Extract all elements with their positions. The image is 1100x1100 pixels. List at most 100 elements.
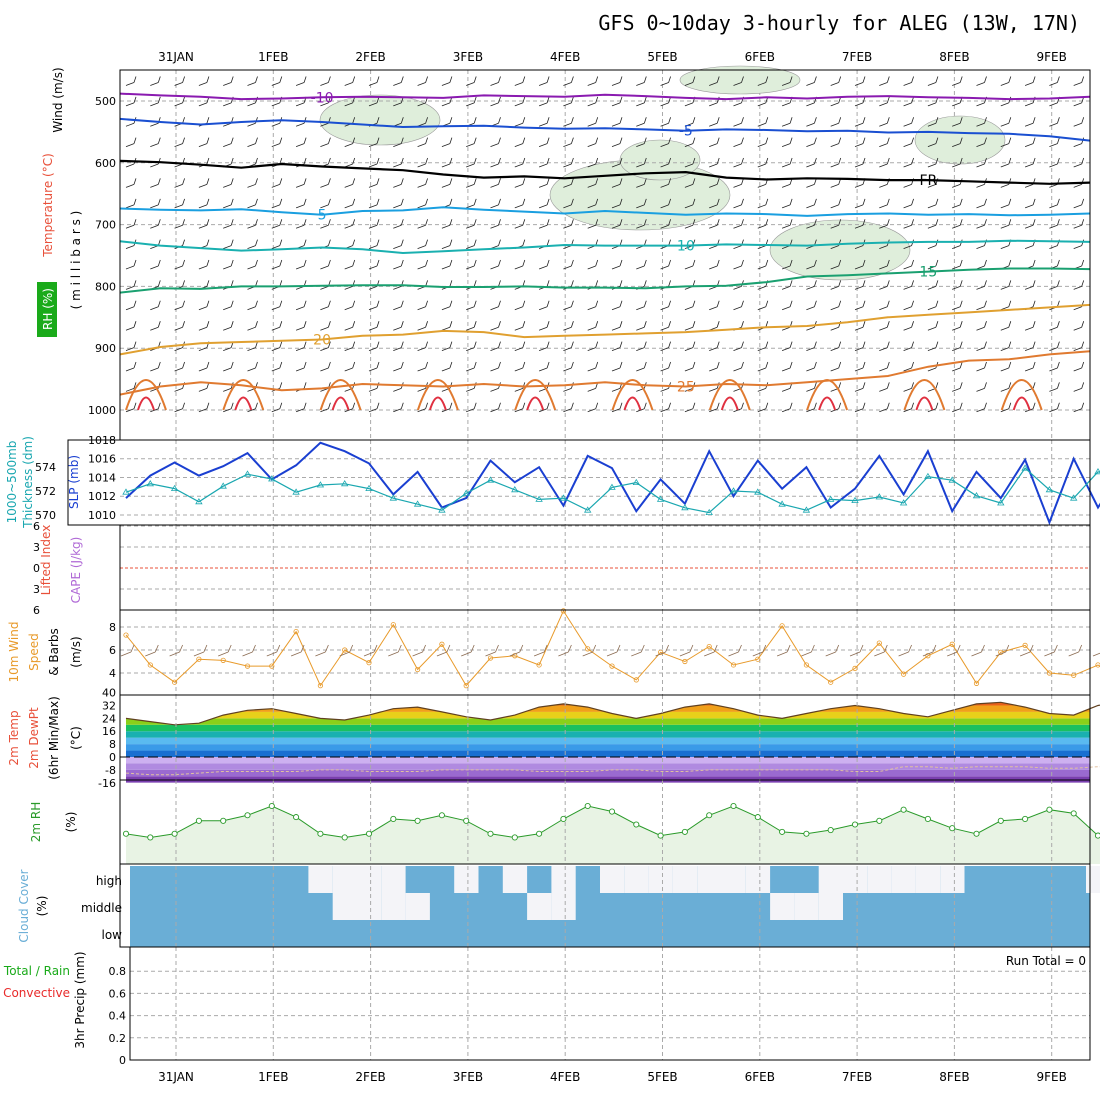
wind-barb: [879, 402, 890, 413]
cloud-high-cell: [818, 866, 843, 893]
wind10-barb: [922, 644, 937, 657]
isotherm-FR: [119, 159, 1091, 185]
wind-barb: [466, 321, 477, 331]
cloud-row-label: low: [102, 928, 123, 942]
wind-barb: [636, 361, 647, 372]
wind-barb: [320, 402, 331, 413]
wind-barb: [611, 198, 623, 209]
slp-tick-label: 1010: [88, 509, 116, 522]
wind-barb: [709, 178, 720, 188]
wind-barb: [198, 219, 210, 229]
wind10-tick-label: 8: [109, 621, 116, 634]
wind-barb: [830, 198, 842, 209]
wind-barb: [660, 300, 671, 311]
wind-barb: [441, 300, 453, 311]
wind-barb: [879, 382, 890, 392]
rh2m-point: [463, 817, 470, 824]
wind-barb: [247, 341, 258, 351]
wind-barb: [563, 178, 574, 188]
rh2m-point: [997, 817, 1004, 824]
temp-band: [126, 769, 1090, 777]
wind-barb: [1049, 402, 1060, 413]
wind-barb: [125, 341, 137, 351]
wind-barb: [538, 96, 550, 107]
rh2m-point: [730, 802, 737, 810]
thickness-point: [340, 480, 349, 487]
temp-band: [126, 737, 1090, 745]
wind-barb: [150, 198, 161, 209]
wind-barb: [879, 280, 890, 290]
rh2m-point: [657, 832, 664, 839]
wind-barb: [247, 321, 258, 331]
rh-shading: [769, 219, 911, 281]
wind-barb: [830, 300, 842, 311]
wind-barb: [247, 178, 258, 188]
wind-barb: [611, 76, 623, 86]
wind-barb: [733, 341, 744, 351]
wind-barb: [466, 239, 477, 249]
wind-barb: [344, 178, 356, 188]
isotherm-35-cell: [623, 396, 642, 411]
cloud-high-cell: [551, 866, 576, 893]
wind-barb: [344, 137, 356, 148]
wind-barb: [538, 341, 550, 351]
wind-barb: [636, 219, 647, 229]
wind-barb: [806, 280, 817, 290]
slp-tick-label: 1016: [88, 453, 116, 466]
wind-barb: [247, 198, 258, 209]
wind-barb: [198, 321, 210, 331]
wind-barb: [320, 300, 331, 311]
wind-barb: [660, 341, 671, 351]
wind-barb: [757, 361, 769, 372]
wind-barb: [271, 76, 283, 86]
wind-barb: [441, 76, 453, 86]
wind10-point: [973, 680, 980, 686]
wind-barb: [393, 341, 404, 351]
wind10-point: [925, 653, 931, 659]
wind-barb: [587, 300, 599, 311]
wind10-point: [609, 663, 615, 669]
wind-barb: [466, 157, 477, 168]
wind-barb: [806, 300, 817, 311]
wind-barb: [441, 137, 453, 148]
wind-barb: [709, 137, 720, 148]
wind-barb: [879, 96, 890, 107]
ylabel-slp: SLP (mb): [67, 455, 81, 509]
date-label-bottom: 6FEB: [745, 1070, 775, 1084]
wind-barb: [150, 361, 161, 372]
wind10-barb: [193, 644, 208, 657]
wind-barb: [660, 321, 671, 331]
wind-barb: [830, 280, 842, 290]
wind10-point: [317, 683, 323, 689]
rh2m-point: [706, 812, 713, 819]
wind-barb: [150, 219, 161, 229]
wind10-point: [730, 662, 737, 668]
wind-barb: [514, 341, 526, 351]
wind10-barb: [704, 644, 718, 657]
wind10-point: [1046, 670, 1053, 676]
wind-barb: [636, 137, 647, 148]
wind10-barb: [582, 644, 597, 657]
thickness-point: [754, 488, 762, 495]
wind-barb: [733, 300, 744, 311]
wind-barb: [781, 341, 793, 351]
wind-barb: [295, 178, 307, 188]
ylabel-minmax: (6hr Min/Max): [47, 696, 61, 780]
wind-barb: [757, 402, 769, 413]
wind-barb: [1024, 117, 1036, 127]
wind-barb: [368, 178, 380, 188]
wind10-point: [900, 671, 907, 677]
wind-barb: [417, 137, 428, 148]
rh2m-point: [244, 812, 251, 819]
thickness-point: [389, 494, 398, 501]
wind-barb: [1000, 157, 1012, 168]
thickness-point: [899, 499, 908, 506]
cloud-middle-cell: [794, 893, 819, 920]
temp-band: [126, 757, 1090, 764]
wind-barb: [903, 198, 914, 209]
wind-barb: [636, 76, 647, 86]
lifted-index-tick-label: 3: [33, 541, 40, 554]
wind-barb: [271, 219, 283, 229]
thickness-point: [559, 494, 568, 501]
wind-barb: [393, 321, 404, 331]
